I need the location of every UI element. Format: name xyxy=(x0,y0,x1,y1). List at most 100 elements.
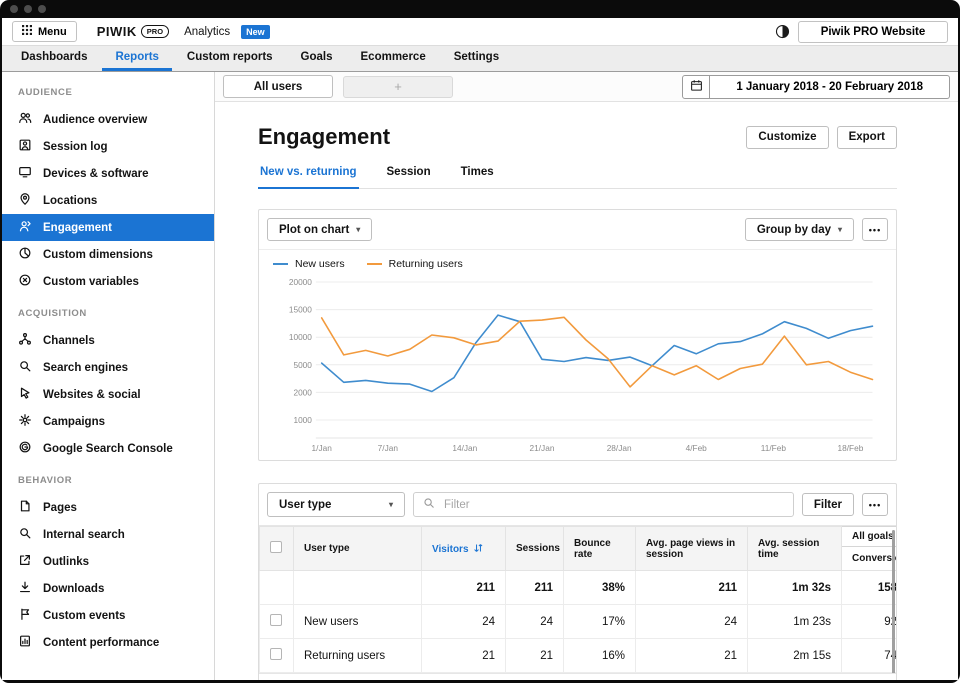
site-selector[interactable]: Piwik PRO Website xyxy=(798,20,948,43)
window-close-button[interactable] xyxy=(10,5,18,13)
sidebar-item-custom-events[interactable]: Custom events xyxy=(2,602,214,629)
nav-tab-reports[interactable]: Reports xyxy=(102,46,172,71)
nav-tab-custom-reports[interactable]: Custom reports xyxy=(186,51,273,63)
table-scrollbar[interactable] xyxy=(892,530,895,673)
group-by-label: Group by day xyxy=(756,223,831,236)
window-zoom-button[interactable] xyxy=(38,5,46,13)
export-button[interactable]: Export xyxy=(836,125,897,149)
col-visitors[interactable]: Visitors xyxy=(421,526,506,571)
websites-social-icon xyxy=(18,386,32,403)
legend-swatch xyxy=(366,263,382,265)
table-row-returning-users: Returning users 21 21 16% 21 2m 15s 74 xyxy=(259,638,896,673)
dimension-select[interactable]: User type ▾ xyxy=(267,492,405,517)
chart-more-button[interactable]: ••• xyxy=(862,218,888,241)
sidebar-item-audience-overview[interactable]: Audience overview xyxy=(2,106,214,133)
sidebar-item-websites-social[interactable]: Websites & social xyxy=(2,381,214,408)
sidebar-item-locations[interactable]: Locations xyxy=(2,187,214,214)
col-user-type[interactable]: User type xyxy=(293,526,422,571)
sidebar-item-session-log[interactable]: Session log xyxy=(2,133,214,160)
plot-on-chart-select[interactable]: Plot on chart ▾ xyxy=(267,218,373,241)
col-avg-page-views[interactable]: Avg. page views in session xyxy=(635,526,748,571)
col-conversions[interactable]: Conversions xyxy=(841,546,896,571)
line-chart[interactable]: 1000 2000 5000 10000 15000 20000 1/Jan 7/Jan 14/… xyxy=(259,270,896,460)
globe-icon[interactable] xyxy=(775,24,790,39)
sidebar-item-custom-dimensions[interactable]: Custom dimensions xyxy=(2,241,214,268)
outlinks-icon xyxy=(18,553,32,570)
add-segment-button[interactable]: + xyxy=(343,75,453,98)
sort-icon xyxy=(473,543,482,552)
customize-button[interactable]: Customize xyxy=(746,125,829,149)
sidebar-item-label: Audience overview xyxy=(43,113,148,126)
group-by-select[interactable]: Group by day ▾ xyxy=(744,218,854,241)
report-tabs: New vs. returning Session Times xyxy=(258,166,897,189)
svg-text:1/Jan: 1/Jan xyxy=(312,443,333,453)
sidebar-item-outlinks[interactable]: Outlinks xyxy=(2,548,214,575)
search-engines-icon xyxy=(18,359,32,376)
svg-text:18/Feb: 18/Feb xyxy=(837,443,863,453)
cell-avg-page-views: 211 xyxy=(635,570,748,605)
segment-toolbar: All users + 1 January 2018 - 20 February… xyxy=(215,72,958,102)
page-title: Engagement xyxy=(258,124,391,149)
filter-input[interactable] xyxy=(442,497,784,512)
table-more-button[interactable]: ••• xyxy=(862,493,888,516)
date-range-button[interactable]: 1 January 2018 - 20 February 2018 xyxy=(710,74,950,99)
table-panel: User type ▾ Filter ••• xyxy=(258,483,897,680)
sidebar: AUDIENCE Audience overview Session log Devi… xyxy=(2,72,215,680)
chart-panel: Plot on chart ▾ Group by day ▾ ••• New u… xyxy=(258,209,897,461)
col-avg-session-time[interactable]: Avg. session time xyxy=(747,526,842,571)
internal-search-icon xyxy=(18,526,32,543)
svg-text:21/Jan: 21/Jan xyxy=(530,443,555,453)
sidebar-item-devices-software[interactable]: Devices & software xyxy=(2,160,214,187)
select-all-checkbox[interactable] xyxy=(270,541,282,553)
cell-label xyxy=(293,570,422,605)
sidebar-item-downloads[interactable]: Downloads xyxy=(2,575,214,602)
legend-item-returning-users[interactable]: Returning users xyxy=(366,258,463,270)
sidebar-item-campaigns[interactable]: Campaigns xyxy=(2,408,214,435)
sidebar-item-content-performance[interactable]: Content performance xyxy=(2,629,214,656)
sidebar-item-channels[interactable]: Channels xyxy=(2,327,214,354)
nav-tab-settings[interactable]: Settings xyxy=(453,51,500,63)
row-checkbox[interactable] xyxy=(270,648,282,660)
window-titlebar xyxy=(0,0,960,18)
report-tab-session[interactable]: Session xyxy=(386,166,431,178)
nav-tab-ecommerce[interactable]: Ecommerce xyxy=(360,51,426,63)
svg-text:14/Jan: 14/Jan xyxy=(452,443,477,453)
sidebar-item-custom-variables[interactable]: Custom variables xyxy=(2,268,214,295)
line-chart-svg: 1000 2000 5000 10000 15000 20000 1/Jan 7/Jan 14/… xyxy=(289,277,874,453)
app-frame: Menu PIWIK PRO Analytics New Piwik PRO W… xyxy=(2,18,958,680)
window-minimize-button[interactable] xyxy=(24,5,32,13)
product-name: Analytics xyxy=(184,25,231,38)
nav-tab-dashboards[interactable]: Dashboards xyxy=(21,51,88,63)
cell-sessions: 21 xyxy=(505,638,564,673)
sidebar-item-label: Downloads xyxy=(43,582,105,595)
legend-label: New users xyxy=(295,258,345,270)
cell-sessions: 24 xyxy=(505,604,564,639)
sidebar-item-label: Channels xyxy=(43,334,95,347)
sidebar-item-engagement[interactable]: Engagement xyxy=(2,214,214,241)
menu-button[interactable]: Menu xyxy=(12,21,77,42)
cell-visitors: 21 xyxy=(421,638,506,673)
report-tab-new-vs-returning[interactable]: New vs. returning xyxy=(258,166,359,189)
segment-all-users-button[interactable]: All users xyxy=(223,75,333,98)
filter-button[interactable]: Filter xyxy=(801,493,854,516)
cell-avg-session-time: 1m 32s xyxy=(747,570,842,605)
nav-tab-goals[interactable]: Goals xyxy=(300,51,333,63)
cell-sessions: 211 xyxy=(505,570,564,605)
sidebar-item-label: Outlinks xyxy=(43,555,90,568)
sidebar-item-search-engines[interactable]: Search engines xyxy=(2,354,214,381)
legend-swatch xyxy=(273,263,288,265)
cell-avg-page-views: 21 xyxy=(635,638,748,673)
sidebar-item-pages[interactable]: Pages xyxy=(2,494,214,521)
calendar-button[interactable] xyxy=(682,74,711,99)
col-bounce-rate[interactable]: Bounce rate xyxy=(563,526,636,571)
col-group-all-goals[interactable]: All goals xyxy=(841,526,896,547)
pages-icon xyxy=(18,499,32,516)
sidebar-item-google-search-console[interactable]: Google Search Console xyxy=(2,435,214,462)
row-checkbox[interactable] xyxy=(270,614,282,626)
legend-item-new-users[interactable]: New users xyxy=(273,258,345,270)
col-sessions[interactable]: Sessions xyxy=(505,526,564,571)
chevron-down-icon: ▾ xyxy=(356,225,361,234)
sidebar-item-internal-search[interactable]: Internal search xyxy=(2,521,214,548)
report-tab-times[interactable]: Times xyxy=(460,166,494,178)
